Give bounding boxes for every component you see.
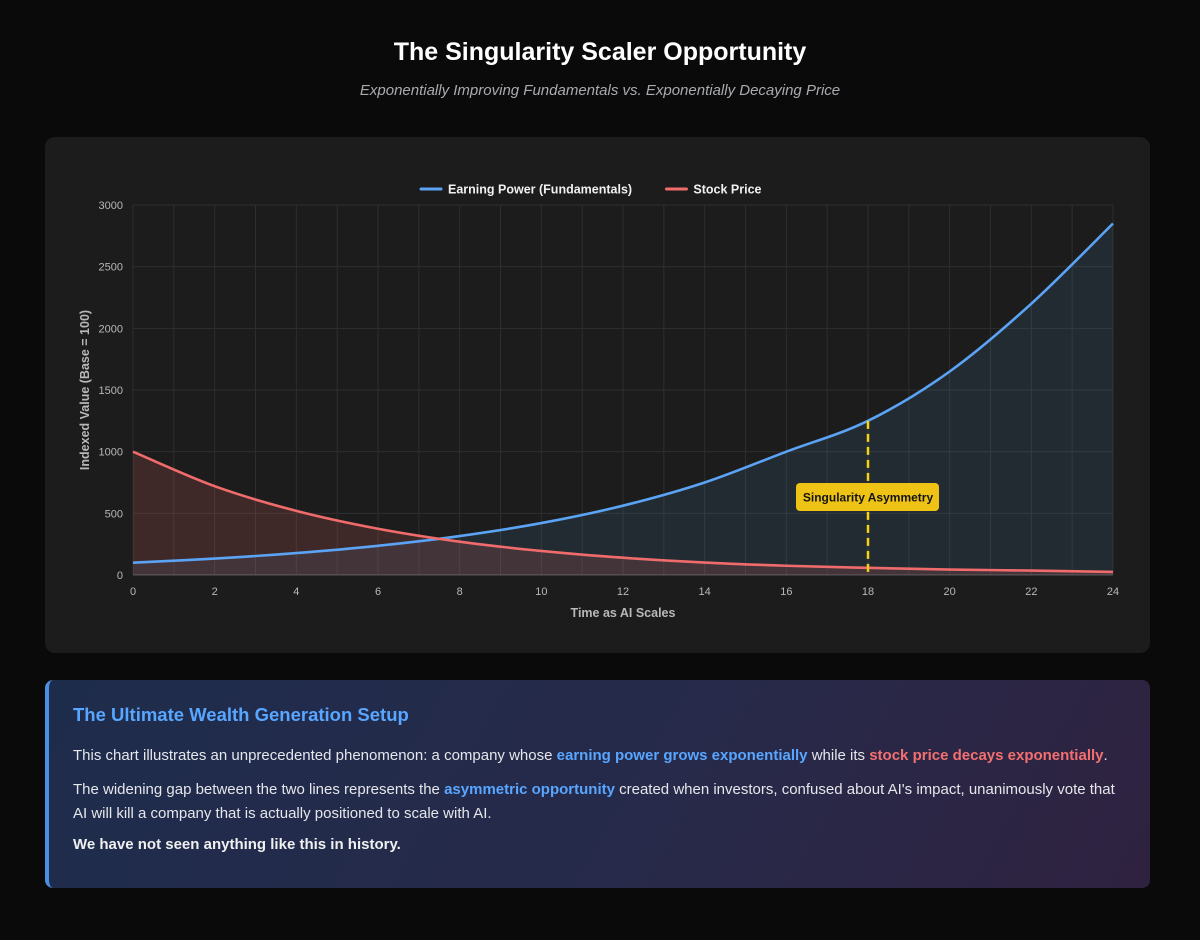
info-p2-text-after: created when investors, confused about A… [73, 781, 1115, 822]
legend: Earning Power (Fundamentals) Stock Price [419, 183, 762, 197]
x-tick-label: 12 [617, 586, 629, 598]
x-tick-label: 18 [862, 586, 874, 598]
legend-label: Stock Price [693, 183, 761, 197]
y-tick-label: 0 [117, 570, 123, 582]
x-tick-label: 20 [944, 586, 956, 598]
info-panel: The Ultimate Wealth Generation Setup Thi… [45, 680, 1150, 888]
highlight-asymmetric-opportunity: asymmetric opportunity [444, 781, 615, 798]
highlight-stock-price: stock price decays exponentially [869, 747, 1104, 764]
x-tick-label: 8 [457, 586, 463, 598]
line-earning-power-fundamentals [132, 222, 1114, 564]
grid-lines [132, 204, 1114, 576]
x-tick-label: 6 [375, 586, 381, 598]
y-axis-title: Indexed Value (Base = 100) [78, 310, 92, 470]
info-p1-text-end: . [1103, 747, 1108, 764]
x-tick-label: 10 [535, 586, 547, 598]
area-fill-stock-price [133, 451, 1113, 575]
x-tick-label: 0 [130, 586, 136, 598]
highlight-earning-power: earning power grows exponentially [556, 747, 808, 764]
x-tick-label: 16 [780, 586, 792, 598]
info-closing-statement: We have not seen anything like this in h… [73, 836, 401, 853]
y-tick-label: 500 [105, 508, 123, 520]
page-title: The Singularity Scaler Opportunity [393, 38, 807, 66]
x-tick-label: 4 [293, 586, 299, 598]
x-tick-label: 24 [1107, 586, 1119, 598]
annotation-box [796, 483, 939, 511]
y-tick-label: 1000 [99, 447, 123, 459]
line-chart: 0 2 4 6 8 10 12 14 16 18 20 22 240500100015002000250… [78, 183, 1119, 621]
y-tick-label: 1500 [99, 385, 123, 397]
legend-label: Earning Power (Fundamentals) [448, 183, 632, 197]
y-tick-label: 3000 [99, 200, 123, 212]
info-p2-text: The widening gap between the two lines r… [73, 781, 445, 798]
info-p1-text: This chart illustrates an unprecedented … [73, 747, 557, 764]
y-tick-label: 2500 [99, 262, 123, 274]
x-tick-label: 22 [1025, 586, 1037, 598]
chart-card: 0 2 4 6 8 10 12 14 16 18 20 22 24 0 500 1000 1500 2000 250… [45, 137, 1150, 653]
page-subtitle: Exponentially Improving Fundamentals vs.… [359, 82, 841, 99]
x-axis-title: Time as AI Scales [571, 606, 676, 620]
info-p1-text-mid: while its [807, 747, 870, 764]
y-tick-label: 2000 [99, 323, 123, 335]
series-lines [132, 222, 1114, 574]
annotation-label: Singularity Asymmetry [803, 491, 934, 505]
x-tick-label: 14 [699, 586, 711, 598]
info-title: The Ultimate Wealth Generation Setup [73, 704, 409, 725]
x-tick-label: 2 [212, 586, 218, 598]
info-paragraph-2: The widening gap between the two lines r… [73, 778, 1122, 826]
info-paragraph-1: This chart illustrates an unprecedented … [73, 744, 1122, 768]
